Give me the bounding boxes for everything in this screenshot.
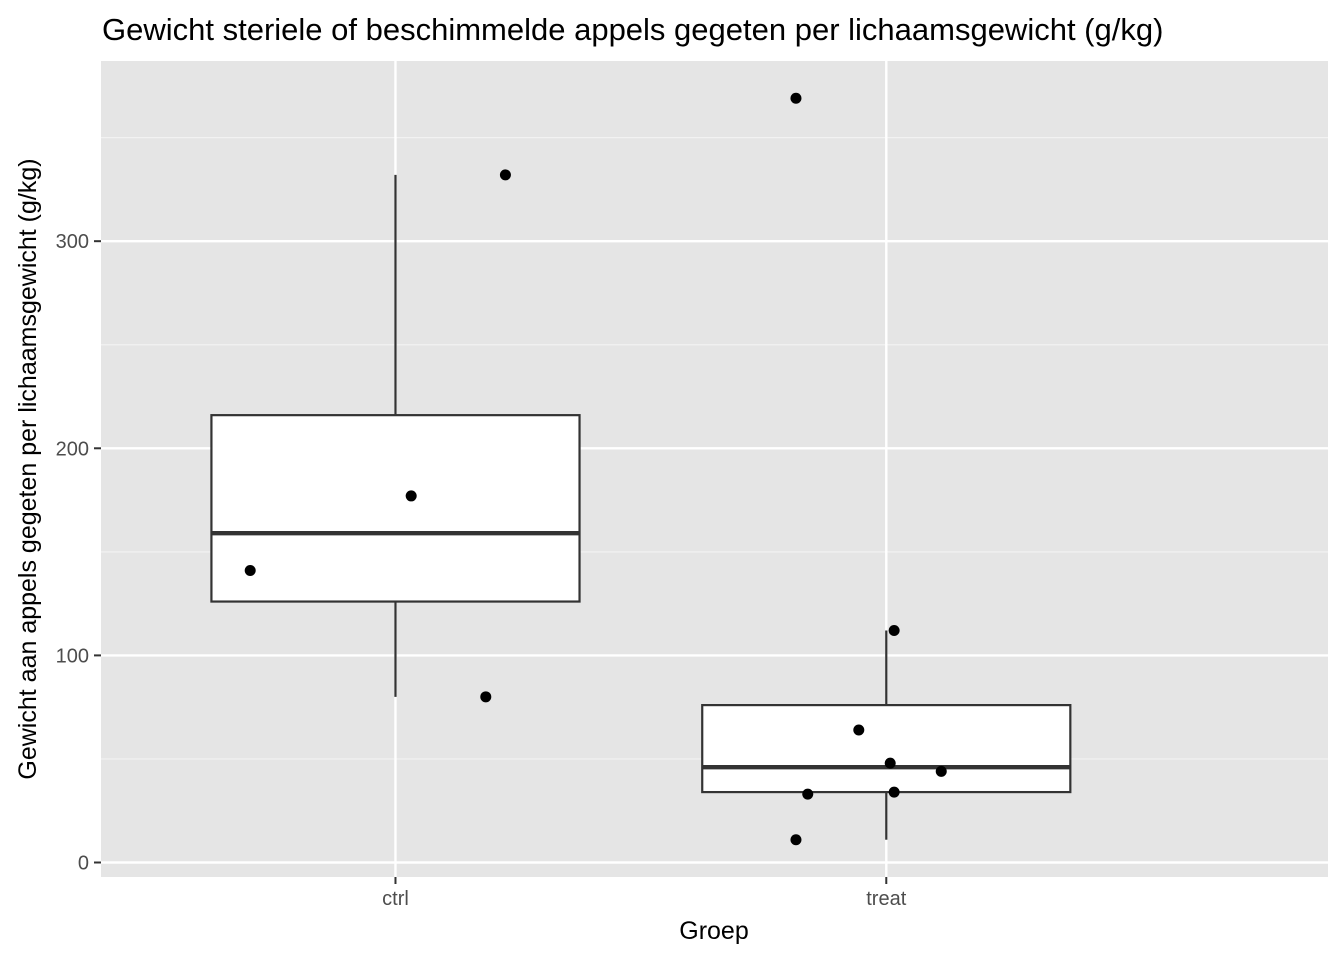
data-point-treat xyxy=(853,724,865,736)
box-ctrl xyxy=(210,414,581,603)
data-point-ctrl xyxy=(480,691,492,703)
y-tick-label: 300 xyxy=(56,231,89,253)
data-point-treat xyxy=(790,834,802,846)
data-point-ctrl xyxy=(499,169,511,181)
data-point-treat xyxy=(888,625,900,637)
y-axis-title: Gewicht aan appels gegeten per lichaamsg… xyxy=(14,158,42,779)
y-tick-label: 0 xyxy=(78,853,89,875)
x-tick-label-ctrl: ctrl xyxy=(382,888,409,910)
y-tick-label: 100 xyxy=(56,645,89,667)
data-point-ctrl xyxy=(405,490,417,502)
data-point-treat xyxy=(888,786,900,798)
x-tick-label-treat: treat xyxy=(866,888,906,910)
y-axis: 0 100 200 300 xyxy=(56,231,101,875)
boxes xyxy=(210,174,1072,840)
x-axis-title: Groep xyxy=(679,917,748,945)
chart-title: Gewicht steriele of beschimmelde appels … xyxy=(102,12,1163,47)
data-point-treat xyxy=(884,757,896,769)
data-point-treat xyxy=(935,765,947,777)
y-tick-label: 200 xyxy=(56,438,89,460)
box-treat xyxy=(701,704,1072,794)
data-point-treat xyxy=(802,788,814,800)
points xyxy=(244,92,947,846)
data-point-treat xyxy=(790,92,802,104)
data-point-ctrl xyxy=(244,564,256,576)
x-axis: ctrl treat xyxy=(382,877,907,910)
